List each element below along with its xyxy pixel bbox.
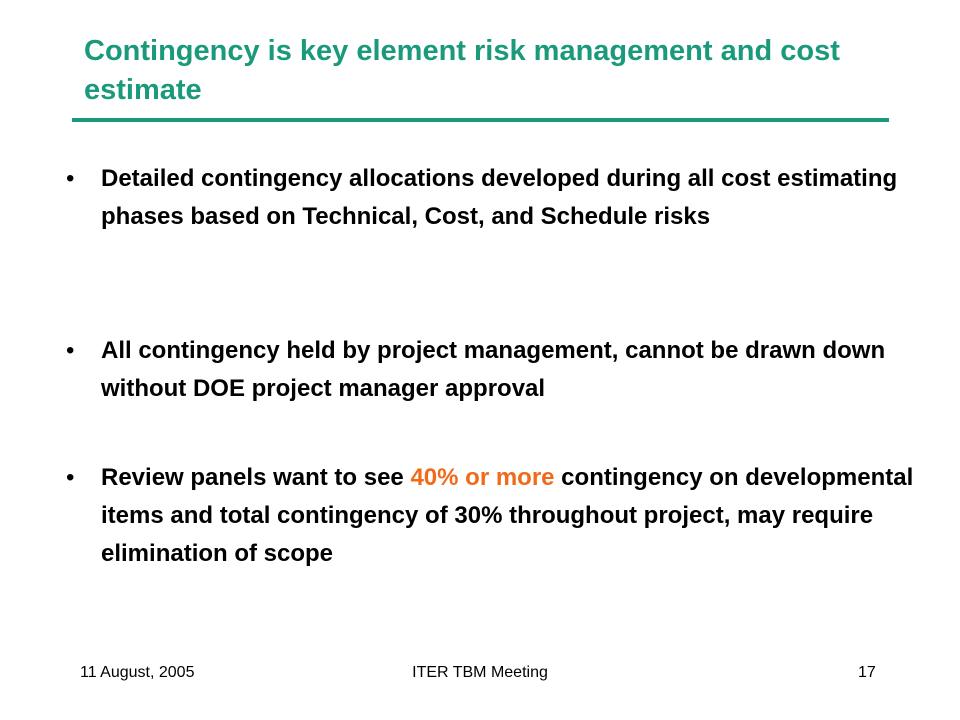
- bullet-marker: •: [66, 165, 75, 192]
- highlight-percentage: 40% or more: [410, 464, 555, 491]
- title-underline: [72, 118, 889, 122]
- bullet-item: • Review panels want to see 40% or more …: [66, 459, 946, 573]
- footer-meeting: ITER TBM Meeting: [412, 664, 548, 681]
- footer-date: 11 August, 2005: [80, 664, 195, 681]
- bullet-item: • All contingency held by project manage…: [66, 332, 946, 408]
- bullet-text: Review panels want to see 40% or more co…: [101, 459, 946, 573]
- bullet-marker: •: [66, 337, 75, 364]
- footer-page-number: 17: [858, 664, 876, 681]
- bullet-text: All contingency held by project manageme…: [101, 337, 886, 402]
- bullet-text: Detailed contingency allocations develop…: [101, 165, 898, 230]
- slide-title: Contingency is key element risk manageme…: [84, 35, 840, 106]
- bullet-text-before: Review panels want to see: [101, 464, 411, 491]
- bullet-marker: •: [66, 464, 75, 491]
- bullet-item: • Detailed contingency allocations devel…: [66, 160, 946, 236]
- bullet-text-after: contingency on developmental items and t…: [101, 464, 914, 567]
